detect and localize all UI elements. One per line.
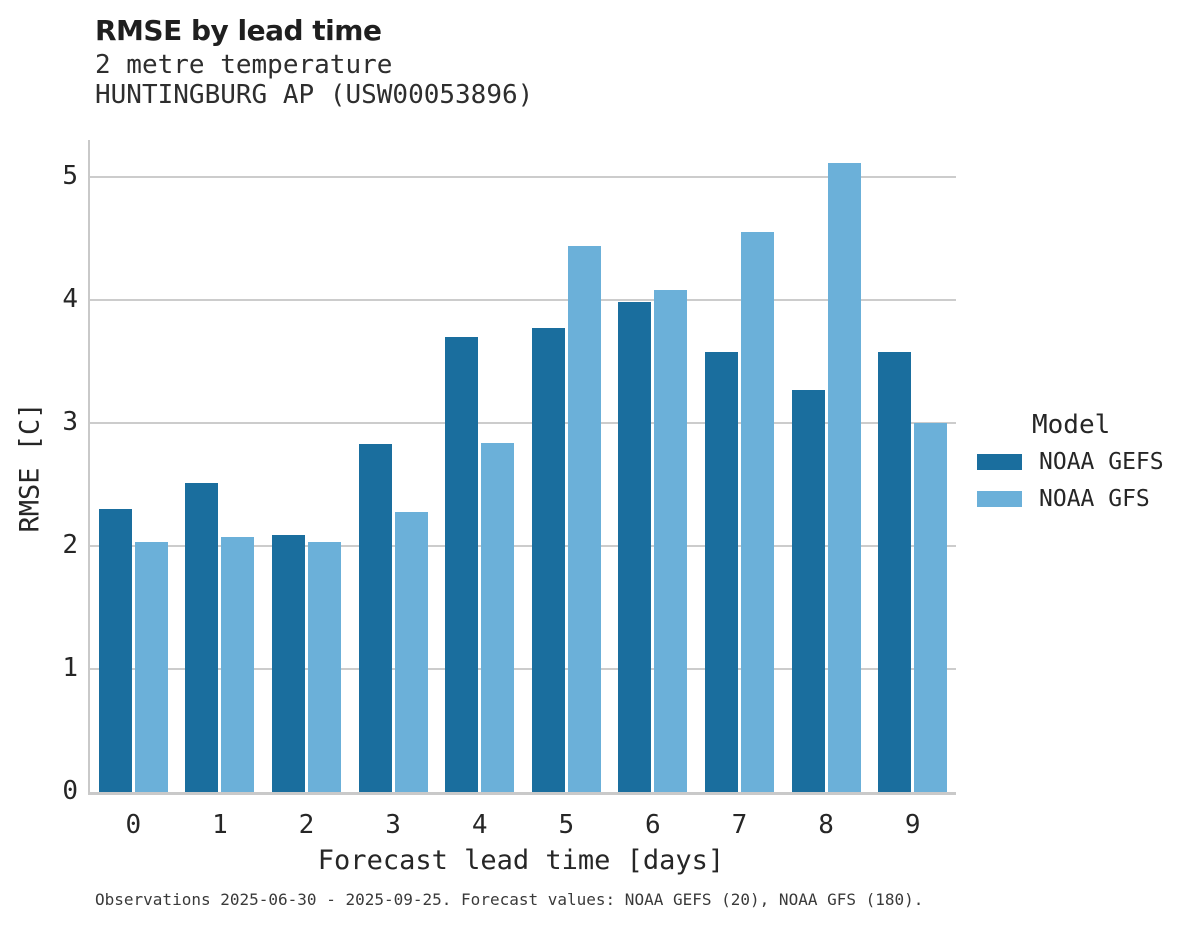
bar-noaa-gfs-day-1	[221, 537, 255, 792]
bar-group-day-3: 3	[350, 140, 437, 838]
bar-noaa-gefs-day-2	[271, 534, 305, 792]
x-tick-label-7: 7	[731, 810, 748, 840]
bar-noaa-gefs-day-9	[878, 351, 912, 792]
bar-noaa-gefs-day-7	[704, 351, 738, 792]
bar-noaa-gfs-day-2	[307, 542, 341, 792]
x-tick-label-8: 8	[818, 810, 834, 840]
bar-group-day-7: 7	[696, 140, 783, 838]
bar-group-day-6: 6	[610, 140, 697, 838]
bar-group-day-2: 2	[263, 140, 350, 838]
bar-group-day-5: 5	[523, 140, 610, 838]
bar-noaa-gfs-day-4	[481, 442, 515, 792]
bar-noaa-gfs-day-7	[740, 232, 774, 792]
bar-group-day-4: 4	[436, 140, 523, 838]
chart-subtitle-station: HUNTINGBURG AP (USW00053896)	[95, 80, 534, 110]
gridline-y-3	[90, 421, 956, 424]
x-tick-label-3: 3	[385, 810, 401, 840]
x-tick-label-0: 0	[125, 810, 142, 840]
y-tick-label-5: 5	[62, 160, 78, 191]
legend-label: NOAA GEFS	[1039, 449, 1164, 475]
x-axis-title: Forecast lead time [days]	[317, 845, 725, 876]
x-tick-label-2: 2	[298, 810, 315, 840]
bar-groups: 0 1 2 3 4 5 6 7 8 9	[90, 140, 956, 838]
x-tick-label-4: 4	[471, 810, 488, 840]
x-tick-label-5: 5	[558, 810, 575, 840]
gridline-y-1	[90, 667, 956, 670]
legend: Model NOAA GEFS NOAA GFS	[977, 410, 1192, 524]
gridline-y-5	[90, 175, 956, 178]
bar-noaa-gefs-day-0	[98, 509, 132, 792]
bar-noaa-gfs-day-6	[654, 290, 688, 792]
page-title: RMSE by lead time	[95, 14, 382, 47]
y-tick-label-2: 2	[62, 529, 78, 560]
gridline-y-2	[90, 544, 956, 547]
y-tick-label-4: 4	[62, 283, 78, 314]
bar-noaa-gefs-day-1	[185, 483, 219, 792]
bar-noaa-gefs-day-8	[791, 389, 825, 792]
bar-noaa-gfs-day-8	[827, 163, 861, 792]
legend-item-noaa-gefs: NOAA GEFS	[977, 449, 1192, 475]
legend-swatch-noaa-gfs	[977, 491, 1022, 507]
plot-area: 0 1 2 3 4 5 6 7 8 9	[88, 140, 956, 838]
legend-swatch-noaa-gefs	[977, 454, 1022, 470]
y-tick-label-3: 3	[62, 406, 78, 437]
x-tick-label-9: 9	[904, 810, 921, 840]
bar-noaa-gfs-day-0	[134, 542, 168, 792]
bar-noaa-gfs-day-3	[394, 511, 428, 792]
legend-items: NOAA GEFS NOAA GFS	[977, 449, 1192, 512]
legend-title: Model	[1032, 410, 1111, 440]
bar-noaa-gefs-day-3	[358, 443, 392, 792]
bar-noaa-gefs-day-6	[618, 302, 652, 792]
legend-item-noaa-gfs: NOAA GFS	[977, 486, 1192, 512]
bar-group-day-0: 0	[90, 140, 177, 838]
bar-noaa-gefs-day-4	[445, 336, 479, 792]
x-tick-label-6: 6	[645, 810, 661, 840]
gridline-y-4	[90, 298, 956, 301]
bar-noaa-gefs-day-5	[531, 328, 565, 792]
bar-noaa-gfs-day-5	[567, 245, 601, 792]
bar-group-day-1: 1	[177, 140, 264, 838]
legend-label: NOAA GFS	[1039, 486, 1150, 512]
bar-group-day-8: 8	[783, 140, 870, 838]
chart-subtitle-variable: 2 metre temperature	[95, 50, 393, 80]
y-tick-labels: 0 1 2 3 4 5	[0, 140, 78, 804]
caption: Observations 2025-06-30 - 2025-09-25. Fo…	[95, 890, 924, 909]
y-tick-label-1: 1	[62, 652, 78, 683]
bar-group-day-9: 9	[869, 140, 956, 838]
x-tick-label-1: 1	[212, 810, 228, 840]
bar-noaa-gfs-day-9	[914, 422, 948, 792]
y-tick-label-0: 0	[62, 776, 78, 806]
